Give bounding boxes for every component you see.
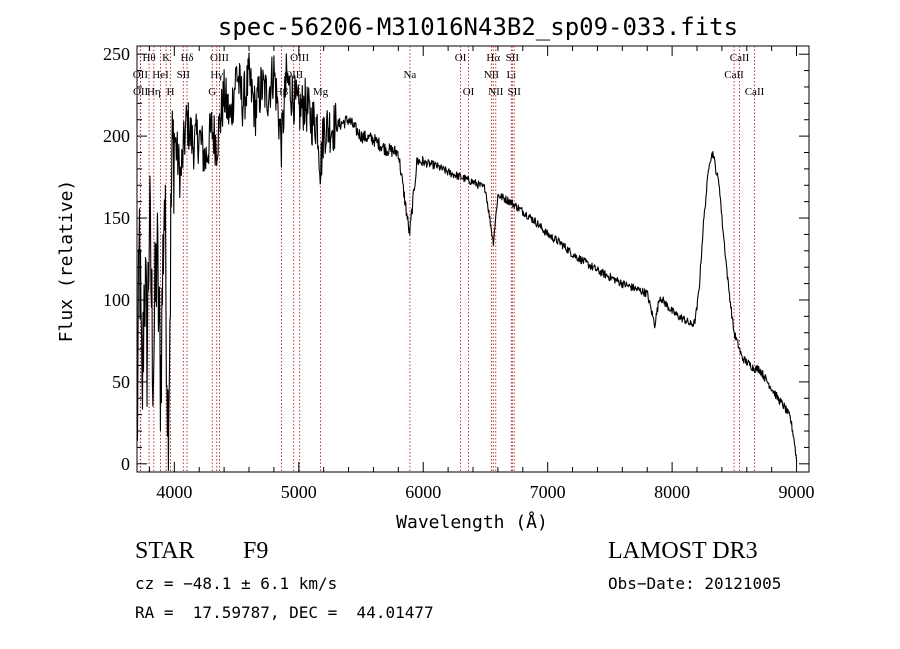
plot-frame — [136, 45, 810, 473]
line-label-19: Hα — [486, 52, 500, 64]
line-label-11: G — [208, 86, 216, 98]
line-label-23: Li — [506, 69, 516, 81]
x-tick-label-5000: 5000 — [281, 482, 317, 502]
survey-name: LAMOST DR3 — [608, 538, 758, 564]
line-label-7: SII — [177, 69, 191, 81]
line-label-17: OI — [455, 52, 467, 64]
line-label-16: Na — [403, 69, 416, 81]
redshift-velocity: cz = −48.1 ± 6.1 km/s — [135, 574, 338, 593]
flux-series-line — [136, 52, 798, 471]
y-axis-label: Flux (relative) — [56, 180, 77, 343]
axis-tick-labels: 4000 5000 6000 7000 8000 9000 0 50 100 150 200 250 — [103, 44, 815, 502]
line-label-26: CaII — [724, 69, 744, 81]
line-label-24: SII — [507, 86, 521, 98]
line-label-6: H — [166, 86, 174, 98]
line-label-18: OI — [463, 86, 475, 98]
line-label-9: OIII — [210, 52, 229, 64]
line-label-12: OIII — [290, 52, 309, 64]
line-label-5: K — [162, 52, 170, 64]
line-label-10: Hγ — [210, 69, 223, 81]
x-tick-label-4000: 4000 — [156, 482, 192, 502]
y-tick-label-150: 150 — [103, 208, 130, 228]
line-label-2: OII — [133, 86, 149, 98]
x-tick-label-8000: 8000 — [654, 482, 690, 502]
x-tick-label-6000: 6000 — [405, 482, 441, 502]
line-label-4: Hη — [147, 86, 161, 98]
object-subclass: F9 — [243, 538, 269, 564]
observation-date: Obs−Date: 20121005 — [608, 574, 782, 593]
line-label-27: CaII — [745, 86, 765, 98]
x-axis-label: Wavelength (Å) — [396, 511, 548, 533]
y-tick-label-100: 100 — [103, 290, 130, 310]
y-tick-label-50: 50 — [112, 372, 130, 392]
line-label-3: HeI — [152, 69, 169, 81]
line-label-15: Mg — [313, 86, 329, 98]
y-tick-label-200: 200 — [103, 126, 130, 146]
line-label-25: CaII — [730, 52, 750, 64]
line-label-21: NII — [488, 86, 504, 98]
x-tick-label-7000: 7000 — [530, 482, 566, 502]
axis-ticks — [137, 46, 809, 472]
ra-dec-coordinates: RA = 17.59787, DEC = 44.01477 — [135, 603, 434, 622]
chart-title: spec-56206-M31016N43B2_sp09-033.fits — [218, 13, 738, 41]
line-label-8: Hδ — [180, 52, 193, 64]
x-tick-label-9000: 9000 — [779, 482, 815, 502]
y-tick-label-0: 0 — [121, 454, 130, 474]
object-class: STAR — [135, 538, 195, 564]
line-label-20: NII — [484, 69, 500, 81]
y-tick-label-250: 250 — [103, 44, 130, 64]
line-label-22: SII — [506, 52, 520, 64]
line-label-0: Hθ — [142, 52, 155, 64]
